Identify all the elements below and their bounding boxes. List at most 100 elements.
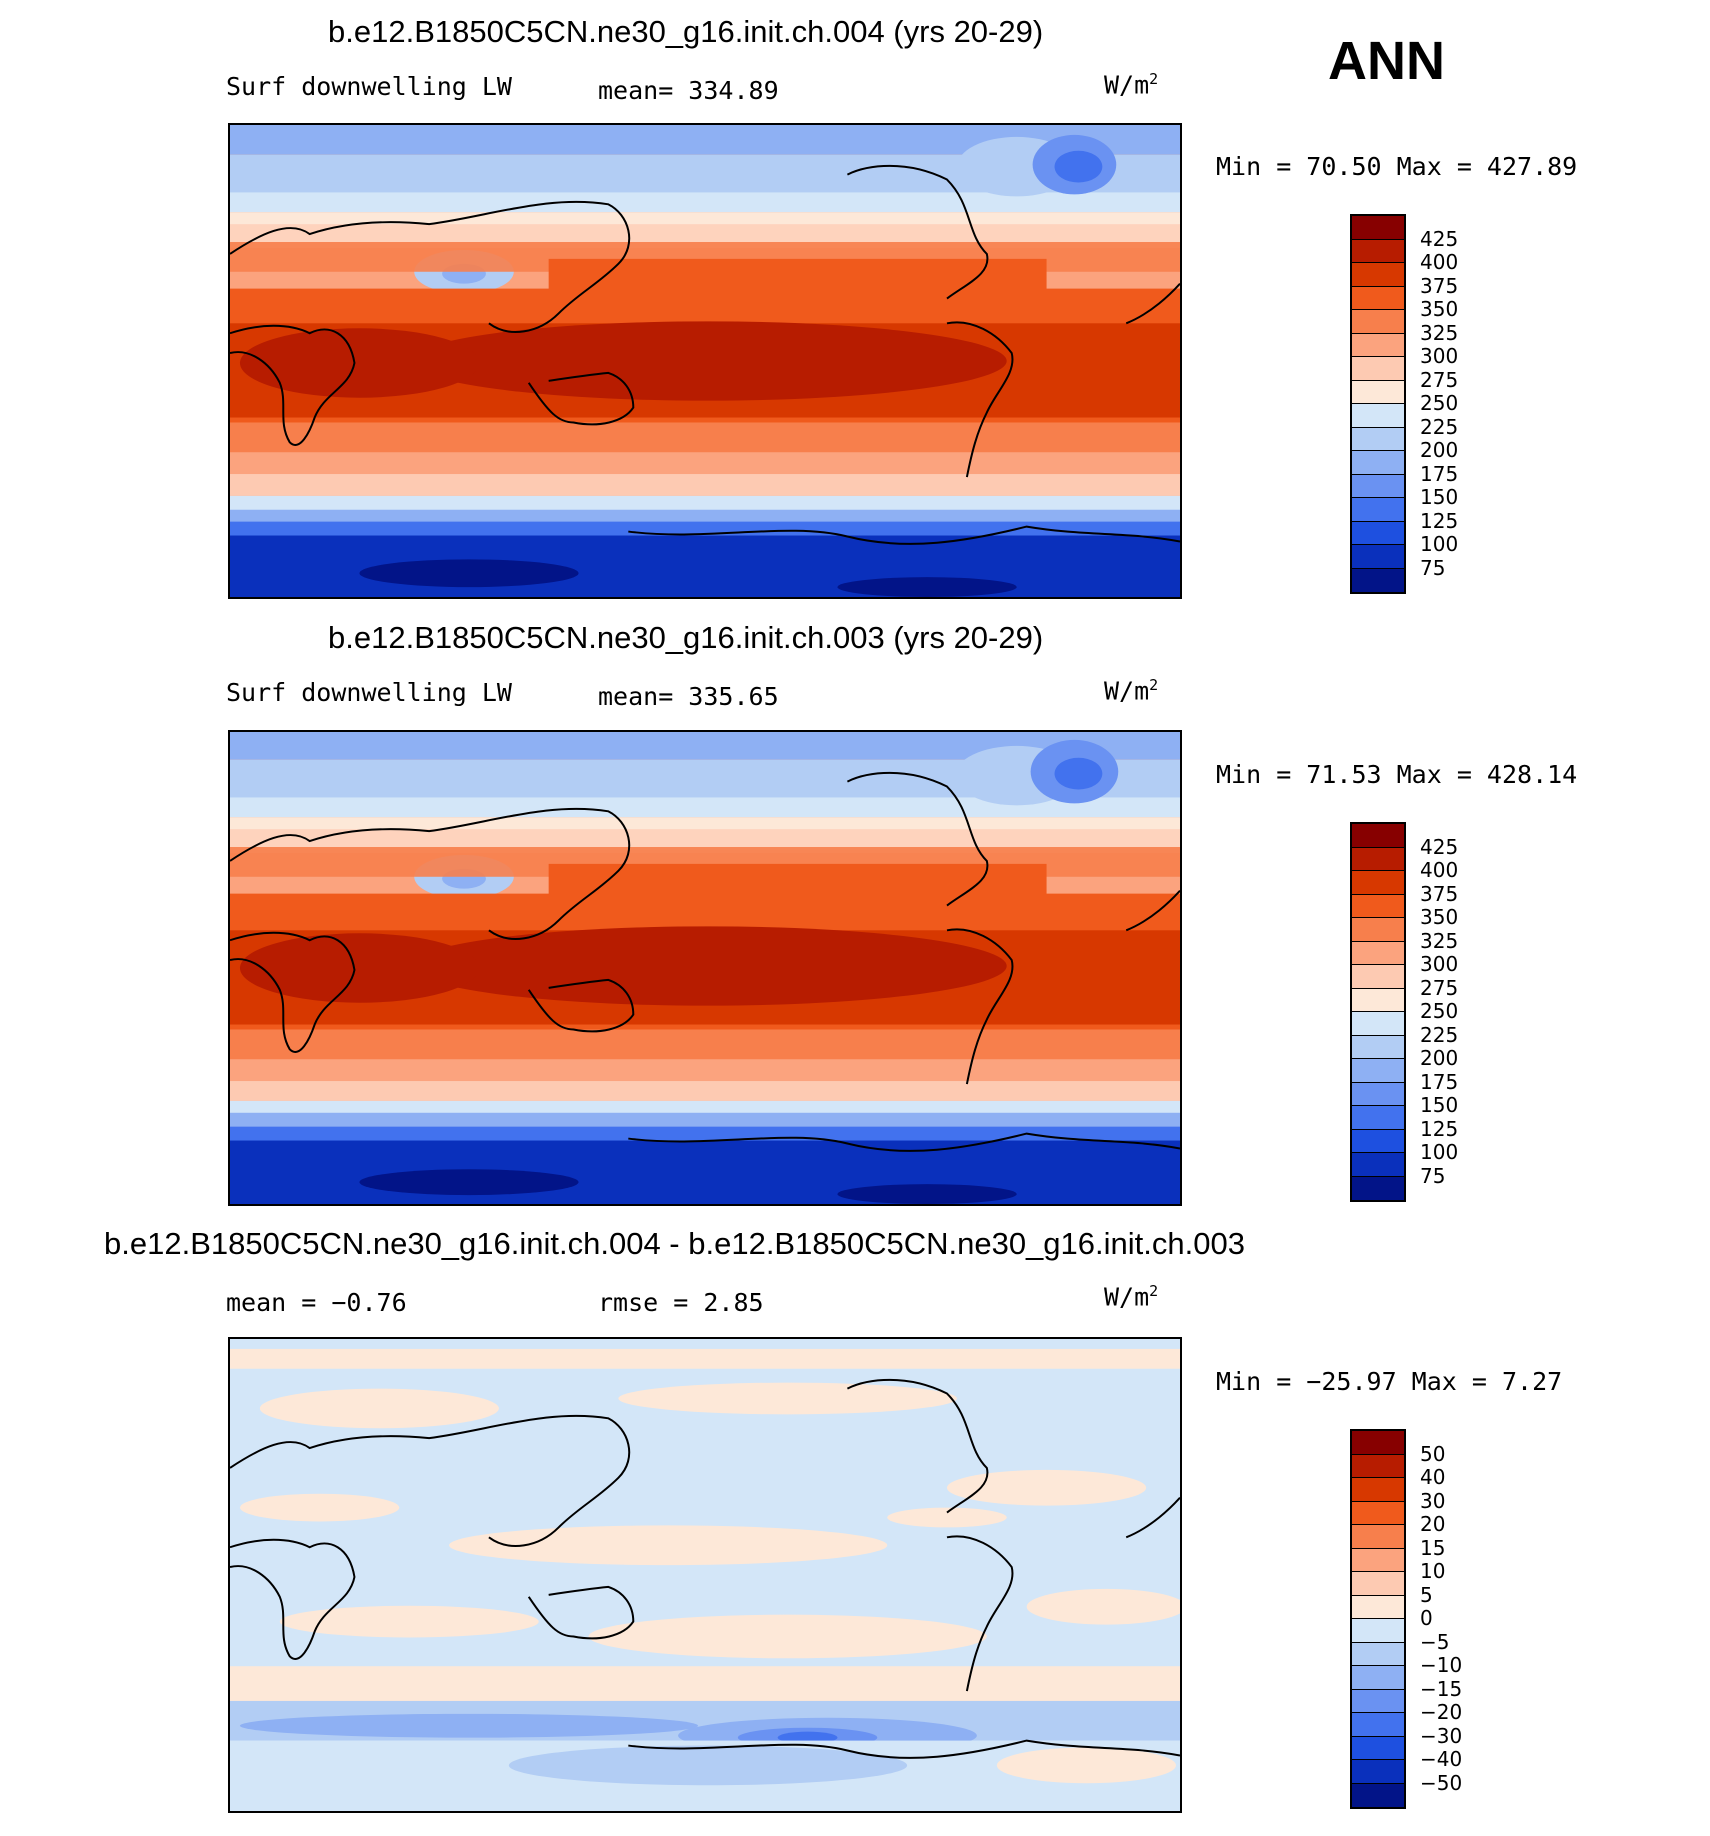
colorbar-label: 20 (1420, 1512, 1446, 1536)
colorbar-swatch (1352, 1666, 1404, 1690)
colorbar-label: 175 (1420, 1070, 1459, 1094)
mean-label: mean= 335.65 (598, 682, 779, 711)
colorbar-swatch (1352, 988, 1404, 1012)
colorbar-label: 225 (1420, 415, 1459, 439)
colorbar-label: 125 (1420, 509, 1459, 533)
panel-title: b.e12.B1850C5CN.ne30_g16.init.ch.004 - b… (104, 1226, 1245, 1261)
colorbar-label: 275 (1420, 368, 1459, 392)
colorbar-swatch (1352, 380, 1404, 404)
colorbar-label: 250 (1420, 999, 1459, 1023)
colorbar-label: −30 (1420, 1724, 1463, 1748)
colorbar-label: −40 (1420, 1747, 1463, 1771)
colorbar-swatch (1352, 357, 1404, 381)
mean-label: mean= 334.89 (598, 76, 779, 105)
minmax-label: Min = 70.50 Max = 427.89 (1216, 152, 1578, 181)
colorbar-label: −5 (1420, 1630, 1450, 1654)
colorbar-label: 200 (1420, 1046, 1459, 1070)
colorbar-swatch (1352, 871, 1404, 895)
map-svg (230, 125, 1180, 597)
colorbar-label: 100 (1420, 1140, 1459, 1164)
colorbar-swatch (1352, 1478, 1404, 1502)
colorbar-swatch (1352, 1783, 1404, 1807)
colorbar-label: 250 (1420, 391, 1459, 415)
season-label: ANN (1328, 31, 1445, 91)
colorbar-label: 325 (1420, 321, 1459, 345)
colorbar-swatch (1352, 941, 1404, 965)
panel-title: b.e12.B1850C5CN.ne30_g16.init.ch.004 (yr… (328, 14, 1044, 49)
colorbar-label: 200 (1420, 438, 1459, 462)
colorbar-swatch (1352, 1454, 1404, 1478)
colorbar-label: −50 (1420, 1771, 1463, 1795)
colorbar-label: 75 (1420, 556, 1446, 580)
colorbar (1350, 214, 1406, 594)
colorbar-label: 350 (1420, 905, 1459, 929)
colorbar-label: 100 (1420, 532, 1459, 556)
colorbar-swatch (1352, 1059, 1404, 1083)
colorbar-swatch (1352, 1689, 1404, 1713)
colorbar-label: 175 (1420, 462, 1459, 486)
colorbar-swatch (1352, 333, 1404, 357)
colorbar-swatch (1352, 451, 1404, 475)
colorbar-label: 75 (1420, 1164, 1446, 1188)
variable-label: Surf downwelling LW (226, 72, 512, 101)
colorbar-label: 225 (1420, 1023, 1459, 1047)
colorbar-swatch (1352, 1736, 1404, 1760)
colorbar-swatch (1352, 474, 1404, 498)
colorbar-label: 40 (1420, 1465, 1446, 1489)
colorbar-label: 400 (1420, 250, 1459, 274)
colorbar-swatch (1352, 1106, 1404, 1130)
colorbar-label: 325 (1420, 929, 1459, 953)
colorbar-swatch (1352, 1129, 1404, 1153)
colorbar-swatch (1352, 216, 1404, 240)
colorbar-label: 125 (1420, 1117, 1459, 1141)
colorbar-swatch (1352, 918, 1404, 942)
colorbar-label: 300 (1420, 952, 1459, 976)
colorbar-swatch (1352, 1548, 1404, 1572)
colorbar-swatch (1352, 310, 1404, 334)
colorbar-label: 15 (1420, 1536, 1446, 1560)
colorbar-swatch (1352, 1713, 1404, 1737)
colorbar-label: 10 (1420, 1559, 1446, 1583)
colorbar-swatch (1352, 568, 1404, 592)
colorbar-swatch (1352, 404, 1404, 428)
map-plot (228, 730, 1182, 1206)
rmse-label: rmse = 2.85 (598, 1288, 764, 1317)
colorbar-swatch (1352, 1082, 1404, 1106)
map-plot (228, 123, 1182, 599)
colorbar-label: −15 (1420, 1677, 1463, 1701)
units-label: W/m2 (1104, 1282, 1159, 1312)
colorbar-label: 50 (1420, 1442, 1446, 1466)
map-svg (230, 732, 1180, 1204)
colorbar-swatch (1352, 1525, 1404, 1549)
colorbar-swatch (1352, 521, 1404, 545)
colorbar-swatch (1352, 239, 1404, 263)
colorbar-label: 300 (1420, 344, 1459, 368)
minmax-label: Min = 71.53 Max = 428.14 (1216, 760, 1578, 789)
mean-label: mean = −0.76 (226, 1288, 407, 1317)
colorbar-swatch (1352, 847, 1404, 871)
colorbar (1350, 1429, 1406, 1809)
colorbar-swatch (1352, 1431, 1404, 1455)
map-plot (228, 1337, 1182, 1813)
colorbar-label: −20 (1420, 1700, 1463, 1724)
colorbar (1350, 822, 1406, 1202)
colorbar-swatch (1352, 1760, 1404, 1784)
colorbar-swatch (1352, 1153, 1404, 1177)
colorbar-swatch (1352, 894, 1404, 918)
colorbar-swatch (1352, 286, 1404, 310)
colorbar-label: 400 (1420, 858, 1459, 882)
colorbar-label: 0 (1420, 1606, 1433, 1630)
colorbar-label: 150 (1420, 485, 1459, 509)
colorbar-label: 375 (1420, 274, 1459, 298)
colorbar-swatch (1352, 1035, 1404, 1059)
colorbar-label: 150 (1420, 1093, 1459, 1117)
colorbar-swatch (1352, 498, 1404, 522)
colorbar-label: 425 (1420, 227, 1459, 251)
colorbar-label: 425 (1420, 835, 1459, 859)
units-label: W/m2 (1104, 676, 1159, 706)
colorbar-swatch (1352, 427, 1404, 451)
map-svg (230, 1339, 1180, 1811)
colorbar-label: 5 (1420, 1583, 1433, 1607)
colorbar-swatch (1352, 1619, 1404, 1643)
colorbar-swatch (1352, 1642, 1404, 1666)
